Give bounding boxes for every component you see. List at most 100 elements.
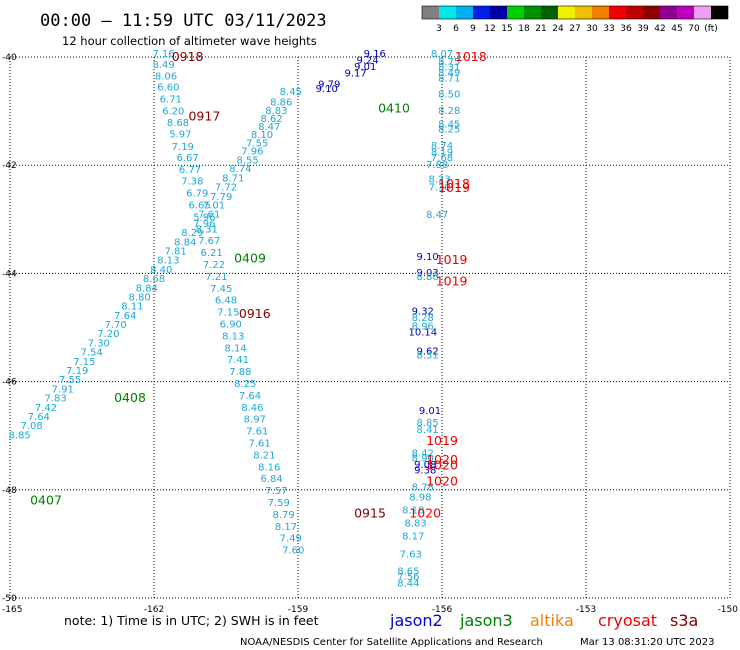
- jason3-point: 7.72: [215, 183, 237, 194]
- scale-swatch: [490, 6, 507, 19]
- jason3-point: 8.71: [438, 73, 460, 84]
- y-tick-label: -44: [2, 269, 17, 279]
- scale-swatch: [422, 6, 439, 19]
- jason3-point: 7.61: [246, 427, 268, 438]
- time-label: 0917: [188, 109, 220, 124]
- jason3-point: 8.83: [265, 106, 287, 117]
- jason3-point: 7.96: [241, 146, 263, 157]
- jason2-point: 9.10: [316, 84, 338, 95]
- jason3-point: 8.17: [402, 532, 424, 543]
- scale-label: 18: [518, 24, 530, 34]
- y-tick-label: -48: [2, 486, 17, 496]
- jason3-point: 8.06: [155, 72, 177, 83]
- jason3-point: 7.38: [181, 177, 203, 188]
- jason3-point: 8.83: [404, 519, 426, 530]
- jason3-point: 7.49: [280, 534, 302, 545]
- jason2-point: 9.79: [318, 79, 340, 90]
- jason3-point: 7.30: [88, 338, 110, 349]
- axis-ticks: -165 -162 -159 -156 -153 -150 -40 -42 -44 -46 -48 -…: [2, 53, 738, 615]
- jason2-point: 9.10: [416, 252, 438, 263]
- jason3-point: 7.64: [28, 412, 50, 423]
- jason3-point: 6.71: [160, 94, 182, 105]
- jason3-point: 6.84: [260, 474, 282, 485]
- jason3-point: 7.64: [239, 391, 261, 402]
- time-label: 1020: [426, 452, 458, 467]
- jason2-point: 9.62: [416, 347, 438, 358]
- jason3-point: 6.48: [215, 296, 237, 307]
- jason3-point: 8.14: [224, 343, 246, 354]
- jason3-point: 7.60: [282, 546, 304, 557]
- jason3-point: 5.97: [169, 130, 191, 141]
- jason3-point: 7.59: [268, 498, 290, 509]
- scale-swatch: [643, 6, 660, 19]
- jason3-point: 8.50: [438, 90, 460, 101]
- jason3-point: 8.68: [143, 274, 165, 285]
- footer-timestamp: Mar 13 08:31:20 UTC 2023: [580, 637, 715, 648]
- jason3-point: 7.15: [73, 357, 95, 368]
- scale-swatch: [524, 6, 541, 19]
- scale-swatch: [575, 6, 592, 19]
- jason3-point: 7.45: [210, 284, 232, 295]
- footer-note: note: 1) Time is in UTC; 2) SWH is in fe…: [64, 613, 319, 628]
- jason3-point: 7.63: [400, 549, 422, 560]
- scale-label: 30: [586, 24, 598, 34]
- jason3-point: 8.13: [222, 331, 244, 342]
- jason3-point: 7.16: [152, 49, 174, 60]
- scale-label: 33: [603, 24, 614, 34]
- jason3-point: 8.45: [280, 87, 302, 98]
- jason3-point: 8.55: [236, 156, 258, 167]
- jason3-point: 8.41: [416, 425, 438, 436]
- jason3-point: 7.79: [210, 192, 232, 203]
- jason3-point: 7.61: [248, 439, 270, 450]
- satellite-legend: jason2 jason3 altika cryosat s3a: [389, 611, 698, 630]
- jason3-point: 8.84: [136, 283, 158, 294]
- jason3-point: 8.49: [438, 68, 460, 79]
- jason3-point: 8.86: [416, 272, 438, 283]
- jason3-point: 8.78: [412, 482, 434, 493]
- jason3-point: 7.42: [35, 403, 57, 414]
- jason3-point: 8.98: [409, 493, 431, 504]
- x-tick-label: -153: [576, 605, 596, 615]
- color-scale: 3 6 9 12 15 18 21 24 27 30 33 36 39 42 45 70 (ft): [421, 5, 729, 34]
- scale-swatch: [473, 6, 490, 19]
- jason2-point: 9.03: [416, 268, 438, 279]
- jason3-point: 7.68: [431, 153, 453, 164]
- jason2-point: 9.08: [414, 460, 436, 471]
- jason3-point: 7.61: [198, 210, 220, 221]
- jason3-point: 8.17: [275, 522, 297, 533]
- jason3-point: 8.19: [431, 147, 453, 158]
- scale-label: 9: [470, 24, 476, 34]
- jason3-point: 8.31: [196, 224, 218, 235]
- scale-label: 36: [620, 24, 632, 34]
- x-tick-label: -150: [718, 605, 739, 615]
- jason3-point: 8.28: [412, 313, 434, 324]
- legend-cryosat: cryosat: [598, 611, 657, 630]
- y-tick-label: -42: [2, 161, 17, 171]
- scale-border: [421, 5, 729, 20]
- jason3-point: 7.64: [114, 311, 136, 322]
- jason2-point: 9.24: [356, 55, 378, 66]
- scale-label: 27: [569, 24, 580, 34]
- jason3-point: 7.15: [217, 308, 239, 319]
- jason3-point: 8.29: [181, 228, 203, 239]
- scale-swatch: [507, 6, 524, 19]
- jason3-point: 6.60: [157, 83, 179, 94]
- jason2-point: 9.01: [354, 62, 376, 73]
- jason3-point: 8.97: [244, 415, 266, 426]
- chart-title: 00:00 – 11:59 UTC 03/11/2023: [40, 11, 327, 31]
- jason3-point: 8.11: [121, 302, 143, 313]
- jason3-point: 7.22: [203, 260, 225, 271]
- jason3-point: 7.88: [426, 160, 448, 171]
- jason3-point: 8.31: [416, 350, 438, 361]
- scale-label: 21: [535, 24, 546, 34]
- jason3-point: 8.85: [8, 430, 30, 441]
- scale-swatch: [541, 6, 558, 19]
- jason3-point: 8.86: [270, 98, 292, 109]
- time-label: 0410: [378, 100, 410, 115]
- jason3-point: 6.20: [162, 106, 184, 117]
- jason3-point: 7.19: [172, 142, 194, 153]
- jason3-point: 8.90: [412, 454, 434, 465]
- jason3-point: 7.20: [97, 329, 119, 340]
- jason3-point: 8.28: [438, 106, 460, 117]
- jason3-point: 7.21: [205, 272, 227, 283]
